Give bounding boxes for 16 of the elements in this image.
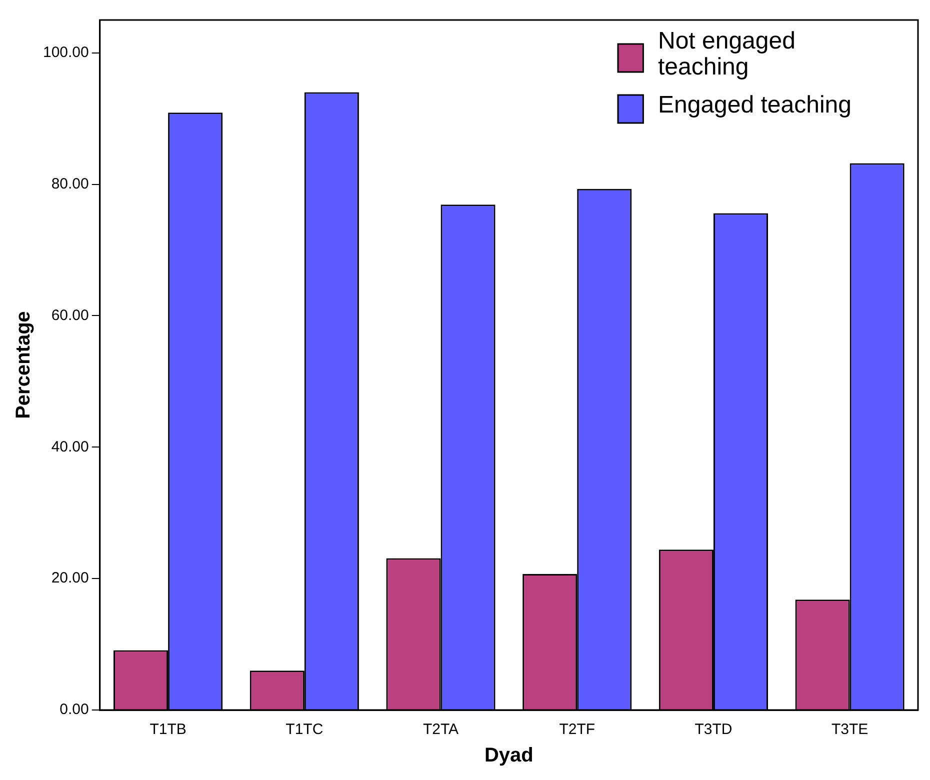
x-tick-label: T1TC [286, 721, 324, 738]
y-axis-title: Percentage [12, 311, 35, 419]
x-tick-label: T2TA [422, 721, 459, 738]
x-axis-title: Dyad [484, 744, 534, 767]
y-tick-label: 0.00 [60, 701, 89, 718]
y-tick-label: 20.00 [51, 570, 89, 587]
x-tick-label: T3TD [694, 721, 732, 738]
y-tick-label: 100.00 [42, 44, 89, 61]
legend-label: Engaged teaching [658, 92, 852, 119]
x-tick-label: T1TB [150, 721, 186, 738]
legend-label: Not engaged teaching [658, 28, 796, 81]
x-tick-label: T2TF [559, 721, 596, 738]
y-tick-label: 80.00 [51, 175, 89, 192]
x-tick-label: T3TE [831, 721, 868, 738]
y-tick-label: 40.00 [51, 438, 89, 456]
y-tick-label: 60.00 [51, 306, 89, 324]
